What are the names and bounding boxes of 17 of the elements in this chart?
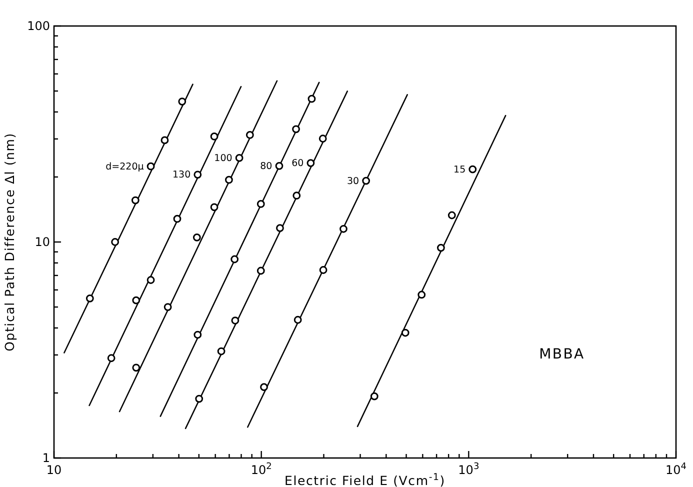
- series-label: 60: [292, 158, 304, 170]
- y-tick-label: 10: [34, 235, 50, 249]
- x-tick-label: 10: [46, 463, 62, 477]
- series-label: 30: [346, 176, 360, 187]
- series-label: d=220μ: [106, 161, 144, 172]
- series-label: 15: [454, 164, 466, 176]
- y-tick-label: 1: [42, 451, 50, 465]
- x-axis-title: Electric Field E (Vcm$^{-1}$): [284, 472, 446, 487]
- series-label: 80: [260, 160, 272, 172]
- series-label: 100: [214, 152, 232, 164]
- annotation: MBBA: [539, 346, 585, 363]
- x-tick-label: 10$^{4}$: [665, 462, 687, 477]
- x-tick-label: 10$^{3}$: [458, 462, 480, 477]
- y-axis-title: Optical Path Difference Δl (nm): [2, 132, 17, 352]
- x-tick-label: 10$^{2}$: [250, 462, 272, 477]
- y-tick-label: 100: [27, 19, 50, 33]
- series-label: 130: [172, 170, 191, 181]
